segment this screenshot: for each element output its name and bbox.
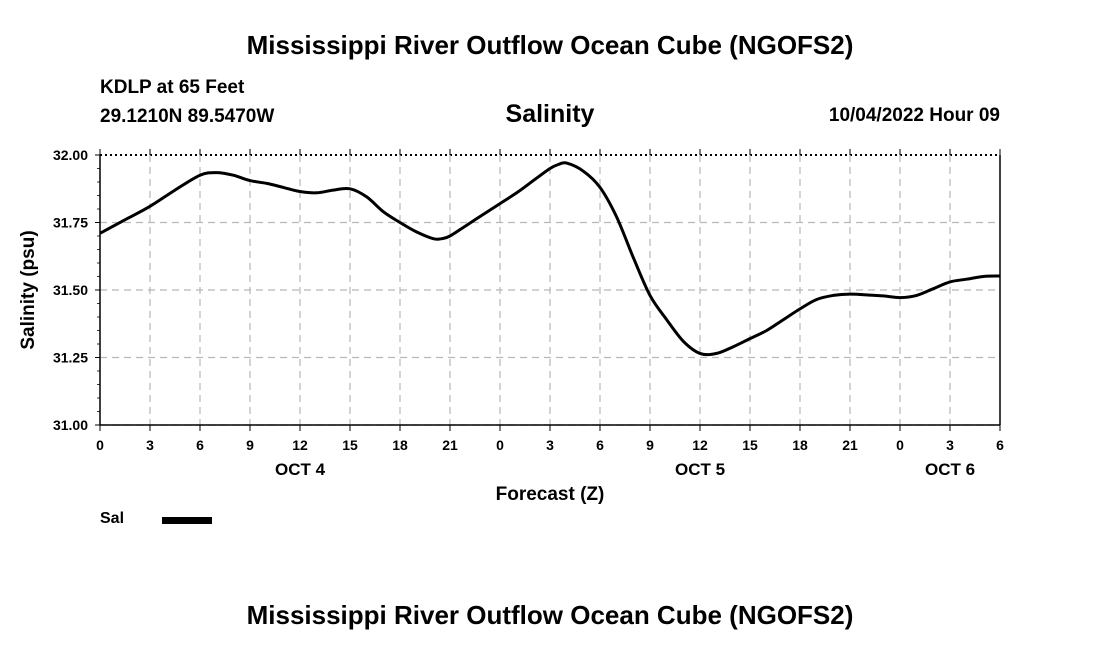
y-tick-label: 32.00 (53, 147, 88, 163)
y-tick-label: 31.00 (53, 417, 88, 433)
x-axis-title: Forecast (Z) (496, 484, 605, 505)
x-tick-label: 12 (292, 437, 308, 453)
day-label: OCT 5 (675, 460, 725, 479)
forecast-datetime: 10/04/2022 Hour 09 (828, 105, 1000, 126)
y-axis-title: Salinity (psu) (18, 230, 39, 349)
x-tick-label: 21 (442, 437, 458, 453)
label-layer: 31.00 31.25 31.50 31.75 32.00 0 3 6 9 12 15 18 21 0 3 6… (18, 147, 1004, 505)
y-tick-label: 31.50 (53, 282, 88, 298)
x-tick-label: 3 (546, 437, 554, 453)
series-line-sal (99, 161, 1001, 357)
y-tick-label: 31.25 (53, 350, 88, 366)
x-tick-label: 21 (842, 437, 858, 453)
station-coordinates: 29.1210N 89.5470W (100, 106, 275, 127)
x-tick-label: 9 (246, 437, 254, 453)
x-tick-label: 0 (96, 437, 104, 453)
legend-label-sal: Sal (100, 510, 125, 527)
station-name: KDLP at 65 Feet (100, 77, 245, 98)
x-tick-label: 6 (996, 437, 1004, 453)
x-tick-label: 6 (596, 437, 604, 453)
day-label: OCT 4 (275, 460, 326, 479)
x-tick-label: 18 (392, 437, 408, 453)
variable-title: Salinity (505, 100, 595, 128)
x-tick-label: 15 (342, 437, 358, 453)
grid-layer (100, 154, 1000, 426)
x-tick-label: 9 (646, 437, 654, 453)
x-tick-label: 6 (196, 437, 204, 453)
x-tick-label: 18 (792, 437, 808, 453)
chart-main-title-repeat: Mississippi River Outflow Ocean Cube (NG… (246, 600, 854, 630)
axis-layer (95, 149, 1001, 431)
x-tick-label: 3 (146, 437, 154, 453)
x-tick-label: 12 (692, 437, 708, 453)
y-tick-label: 31.75 (53, 215, 88, 231)
legend-swatch-sal (162, 517, 212, 524)
x-tick-label: 3 (946, 437, 954, 453)
x-tick-label: 0 (896, 437, 904, 453)
x-tick-label: 15 (742, 437, 758, 453)
series-layer (99, 161, 1001, 357)
chart-main-title: Mississippi River Outflow Ocean Cube (NG… (246, 30, 854, 60)
day-label: OCT 6 (925, 460, 975, 479)
x-tick-label: 0 (496, 437, 504, 453)
